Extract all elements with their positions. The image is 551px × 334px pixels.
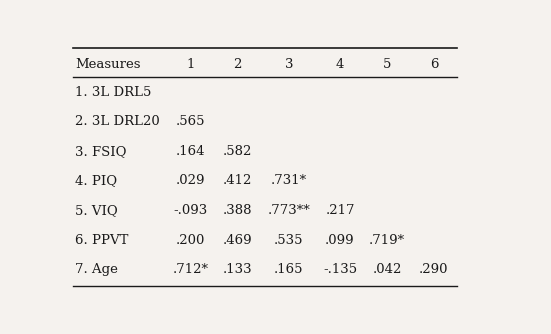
- Text: .773**: .773**: [267, 204, 310, 217]
- Text: .029: .029: [176, 174, 206, 187]
- Text: .388: .388: [223, 204, 252, 217]
- Text: .412: .412: [223, 174, 252, 187]
- Text: .731*: .731*: [271, 174, 307, 187]
- Text: .042: .042: [372, 263, 402, 276]
- Text: 7. Age: 7. Age: [75, 263, 118, 276]
- Text: 3: 3: [284, 58, 293, 71]
- Text: .712*: .712*: [172, 263, 209, 276]
- Text: .290: .290: [419, 263, 449, 276]
- Text: 3. FSIQ: 3. FSIQ: [75, 145, 127, 158]
- Text: .165: .165: [274, 263, 304, 276]
- Text: 1. 3L DRL5: 1. 3L DRL5: [75, 86, 152, 99]
- Text: .133: .133: [223, 263, 252, 276]
- Text: .099: .099: [325, 233, 355, 246]
- Text: -.135: -.135: [323, 263, 357, 276]
- Text: -.093: -.093: [174, 204, 208, 217]
- Text: .582: .582: [223, 145, 252, 158]
- Text: .469: .469: [223, 233, 252, 246]
- Text: 1: 1: [186, 58, 195, 71]
- Text: 5. VIQ: 5. VIQ: [75, 204, 118, 217]
- Text: Measures: Measures: [75, 58, 141, 71]
- Text: .200: .200: [176, 233, 206, 246]
- Text: .719*: .719*: [369, 233, 405, 246]
- Text: 6. PPVT: 6. PPVT: [75, 233, 128, 246]
- Text: 5: 5: [383, 58, 391, 71]
- Text: 4. PIQ: 4. PIQ: [75, 174, 117, 187]
- Text: .535: .535: [274, 233, 304, 246]
- Text: .565: .565: [176, 115, 206, 128]
- Text: 2: 2: [234, 58, 242, 71]
- Text: 6: 6: [430, 58, 438, 71]
- Text: .217: .217: [325, 204, 355, 217]
- Text: 2. 3L DRL20: 2. 3L DRL20: [75, 115, 160, 128]
- Text: 4: 4: [336, 58, 344, 71]
- Text: .164: .164: [176, 145, 206, 158]
